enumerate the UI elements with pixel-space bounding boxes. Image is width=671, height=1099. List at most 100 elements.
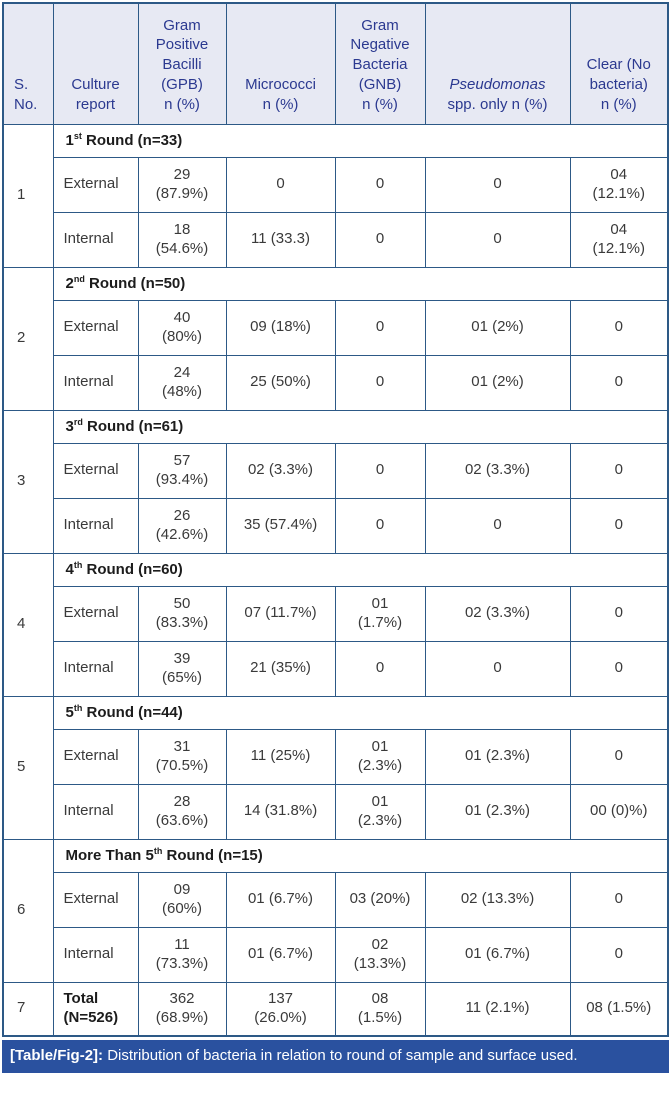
clear-value: 0 xyxy=(569,728,669,785)
micrococci-value: 11 (33.3) xyxy=(225,211,336,268)
round-6-internal-row: Internal 11 (73.3%) 01 (6.7%) 02 (13.3%)… xyxy=(3,926,669,983)
gpb-value: 24 (48%) xyxy=(137,354,227,411)
ordinal-superscript: st xyxy=(73,130,82,141)
total-label: Total (N=526) xyxy=(52,981,139,1037)
sno-cell: 4 xyxy=(2,552,54,697)
gpb-total: 362 (68.9%) xyxy=(137,981,227,1037)
micrococci-value: 02 (3.3%) xyxy=(225,442,336,499)
ordinal-superscript: rd xyxy=(73,416,83,427)
round-4-external-row: External 50 (83.3%) 07 (11.7%) 01 (1.7%)… xyxy=(3,585,669,642)
clear-value: 00 (0)%) xyxy=(569,783,669,840)
gnb-value: 02 (13.3%) xyxy=(334,926,426,983)
pseudomonas-value: 01 (2.3%) xyxy=(424,783,571,840)
micrococci-value: 0 xyxy=(225,156,336,213)
round-6-header-row: 6 More Than 5th Round (n=15) xyxy=(2,838,669,983)
gnb-total: 08 (1.5%) xyxy=(334,981,426,1037)
round-3-header-row: 3 3rd Round (n=61) xyxy=(2,409,669,554)
gpb-value: 31 (70.5%) xyxy=(137,728,227,785)
clear-value: 0 xyxy=(569,640,669,697)
surface-label: Internal xyxy=(52,497,139,554)
micrococci-value: 25 (50%) xyxy=(225,354,336,411)
surface-label: External xyxy=(52,156,139,213)
round-title-text: 2 xyxy=(65,274,74,292)
sno-cell: 6 xyxy=(2,838,54,983)
clear-value: 04 (12.1%) xyxy=(569,156,669,213)
gpb-value: 57 (93.4%) xyxy=(137,442,227,499)
gpb-value: 28 (63.6%) xyxy=(137,783,227,840)
clear-total: 08 (1.5%) xyxy=(569,981,669,1037)
clear-value: 0 xyxy=(569,442,669,499)
surface-label: Internal xyxy=(52,354,139,411)
micrococci-value: 07 (11.7%) xyxy=(225,585,336,642)
surface-label: External xyxy=(52,871,139,928)
ordinal-superscript: nd xyxy=(73,273,85,284)
gnb-value: 03 (20%) xyxy=(334,871,426,928)
pseudomonas-value: 0 xyxy=(424,211,571,268)
surface-label: Internal xyxy=(52,211,139,268)
round-title-text: Round (n=44) xyxy=(82,703,183,721)
gnb-value: 0 xyxy=(334,354,426,411)
gnb-value: 0 xyxy=(334,442,426,499)
gnb-value: 01 (2.3%) xyxy=(334,783,426,840)
col-header-pseudomonas: Pseudomonas spp. only n (%) xyxy=(424,2,571,125)
round-title-text: Round (n=61) xyxy=(82,417,184,435)
gpb-value: 09 (60%) xyxy=(137,871,227,928)
round-5-internal-row: Internal 28 (63.6%) 14 (31.8%) 01 (2.3%)… xyxy=(3,783,669,840)
round-5-external-row: External 31 (70.5%) 11 (25%) 01 (2.3%) 0… xyxy=(3,728,669,785)
round-6-external-row: External 09 (60%) 01 (6.7%) 03 (20%) 02 … xyxy=(3,871,669,928)
round-title-text: Round (n=15) xyxy=(162,846,263,864)
surface-label: External xyxy=(52,299,139,356)
gnb-value: 0 xyxy=(334,299,426,356)
round-5-title: 5th Round (n=44) xyxy=(52,695,669,730)
table-figure: S. No. Culture report Gram Positive Baci… xyxy=(2,2,669,1073)
round-title-text: Round (n=60) xyxy=(82,560,183,578)
micrococci-value: 35 (57.4%) xyxy=(225,497,336,554)
round-4-header-row: 4 4th Round (n=60) xyxy=(2,552,669,697)
pseudomonas-total: 11 (2.1%) xyxy=(424,981,571,1037)
round-1-header-row: 1 1st Round (n=33) xyxy=(2,123,669,268)
col-header-culture-report: Culture report xyxy=(52,2,139,125)
gnb-value: 01 (1.7%) xyxy=(334,585,426,642)
gpb-value: 39 (65%) xyxy=(137,640,227,697)
surface-label: External xyxy=(52,728,139,785)
clear-value: 04 (12.1%) xyxy=(569,211,669,268)
total-row: 7 Total (N=526) 362 (68.9%) 137 (26.0%) … xyxy=(2,981,669,1037)
gpb-value: 11 (73.3%) xyxy=(137,926,227,983)
gnb-value: 0 xyxy=(334,640,426,697)
sno-cell: 5 xyxy=(2,695,54,840)
round-title-text: More Than 5 xyxy=(65,846,154,864)
round-4-internal-row: Internal 39 (65%) 21 (35%) 0 0 0 xyxy=(3,640,669,697)
round-3-external-row: External 57 (93.4%) 02 (3.3%) 0 02 (3.3%… xyxy=(3,442,669,499)
surface-label: External xyxy=(52,442,139,499)
round-5-header-row: 5 5th Round (n=44) xyxy=(2,695,669,840)
gnb-value: 0 xyxy=(334,211,426,268)
round-2-title: 2nd Round (n=50) xyxy=(52,266,669,301)
clear-value: 0 xyxy=(569,871,669,928)
gnb-value: 0 xyxy=(334,156,426,213)
ordinal-superscript: th xyxy=(73,702,83,713)
col-header-gnb: Gram Negative Bacteria (GNB) n (%) xyxy=(334,2,426,125)
round-2-internal-row: Internal 24 (48%) 25 (50%) 0 01 (2%) 0 xyxy=(3,354,669,411)
header-row: S. No. Culture report Gram Positive Baci… xyxy=(2,2,669,125)
round-title-text: 3 xyxy=(65,417,74,435)
ordinal-superscript: th xyxy=(73,559,83,570)
clear-value: 0 xyxy=(569,926,669,983)
pseudomonas-value: 02 (3.3%) xyxy=(424,442,571,499)
pseudomonas-value: 01 (2%) xyxy=(424,299,571,356)
micrococci-value: 01 (6.7%) xyxy=(225,871,336,928)
surface-label: External xyxy=(52,585,139,642)
pseudomonas-value: 01 (6.7%) xyxy=(424,926,571,983)
surface-label: Internal xyxy=(52,783,139,840)
round-title-text: Round (n=50) xyxy=(84,274,186,292)
col-header-micrococci: Micrococci n (%) xyxy=(225,2,336,125)
bacteria-distribution-table: S. No. Culture report Gram Positive Baci… xyxy=(2,2,669,1037)
round-title-text: 4 xyxy=(65,560,74,578)
micrococci-value: 21 (35%) xyxy=(225,640,336,697)
round-title-text: 5 xyxy=(65,703,74,721)
round-1-internal-row: Internal 18 (54.6%) 11 (33.3) 0 0 04 (12… xyxy=(3,211,669,268)
round-2-header-row: 2 2nd Round (n=50) xyxy=(2,266,669,411)
clear-value: 0 xyxy=(569,497,669,554)
ordinal-superscript: th xyxy=(153,845,163,856)
caption-text: Distribution of bacteria in relation to … xyxy=(103,1047,578,1064)
pseudomonas-value: 02 (13.3%) xyxy=(424,871,571,928)
